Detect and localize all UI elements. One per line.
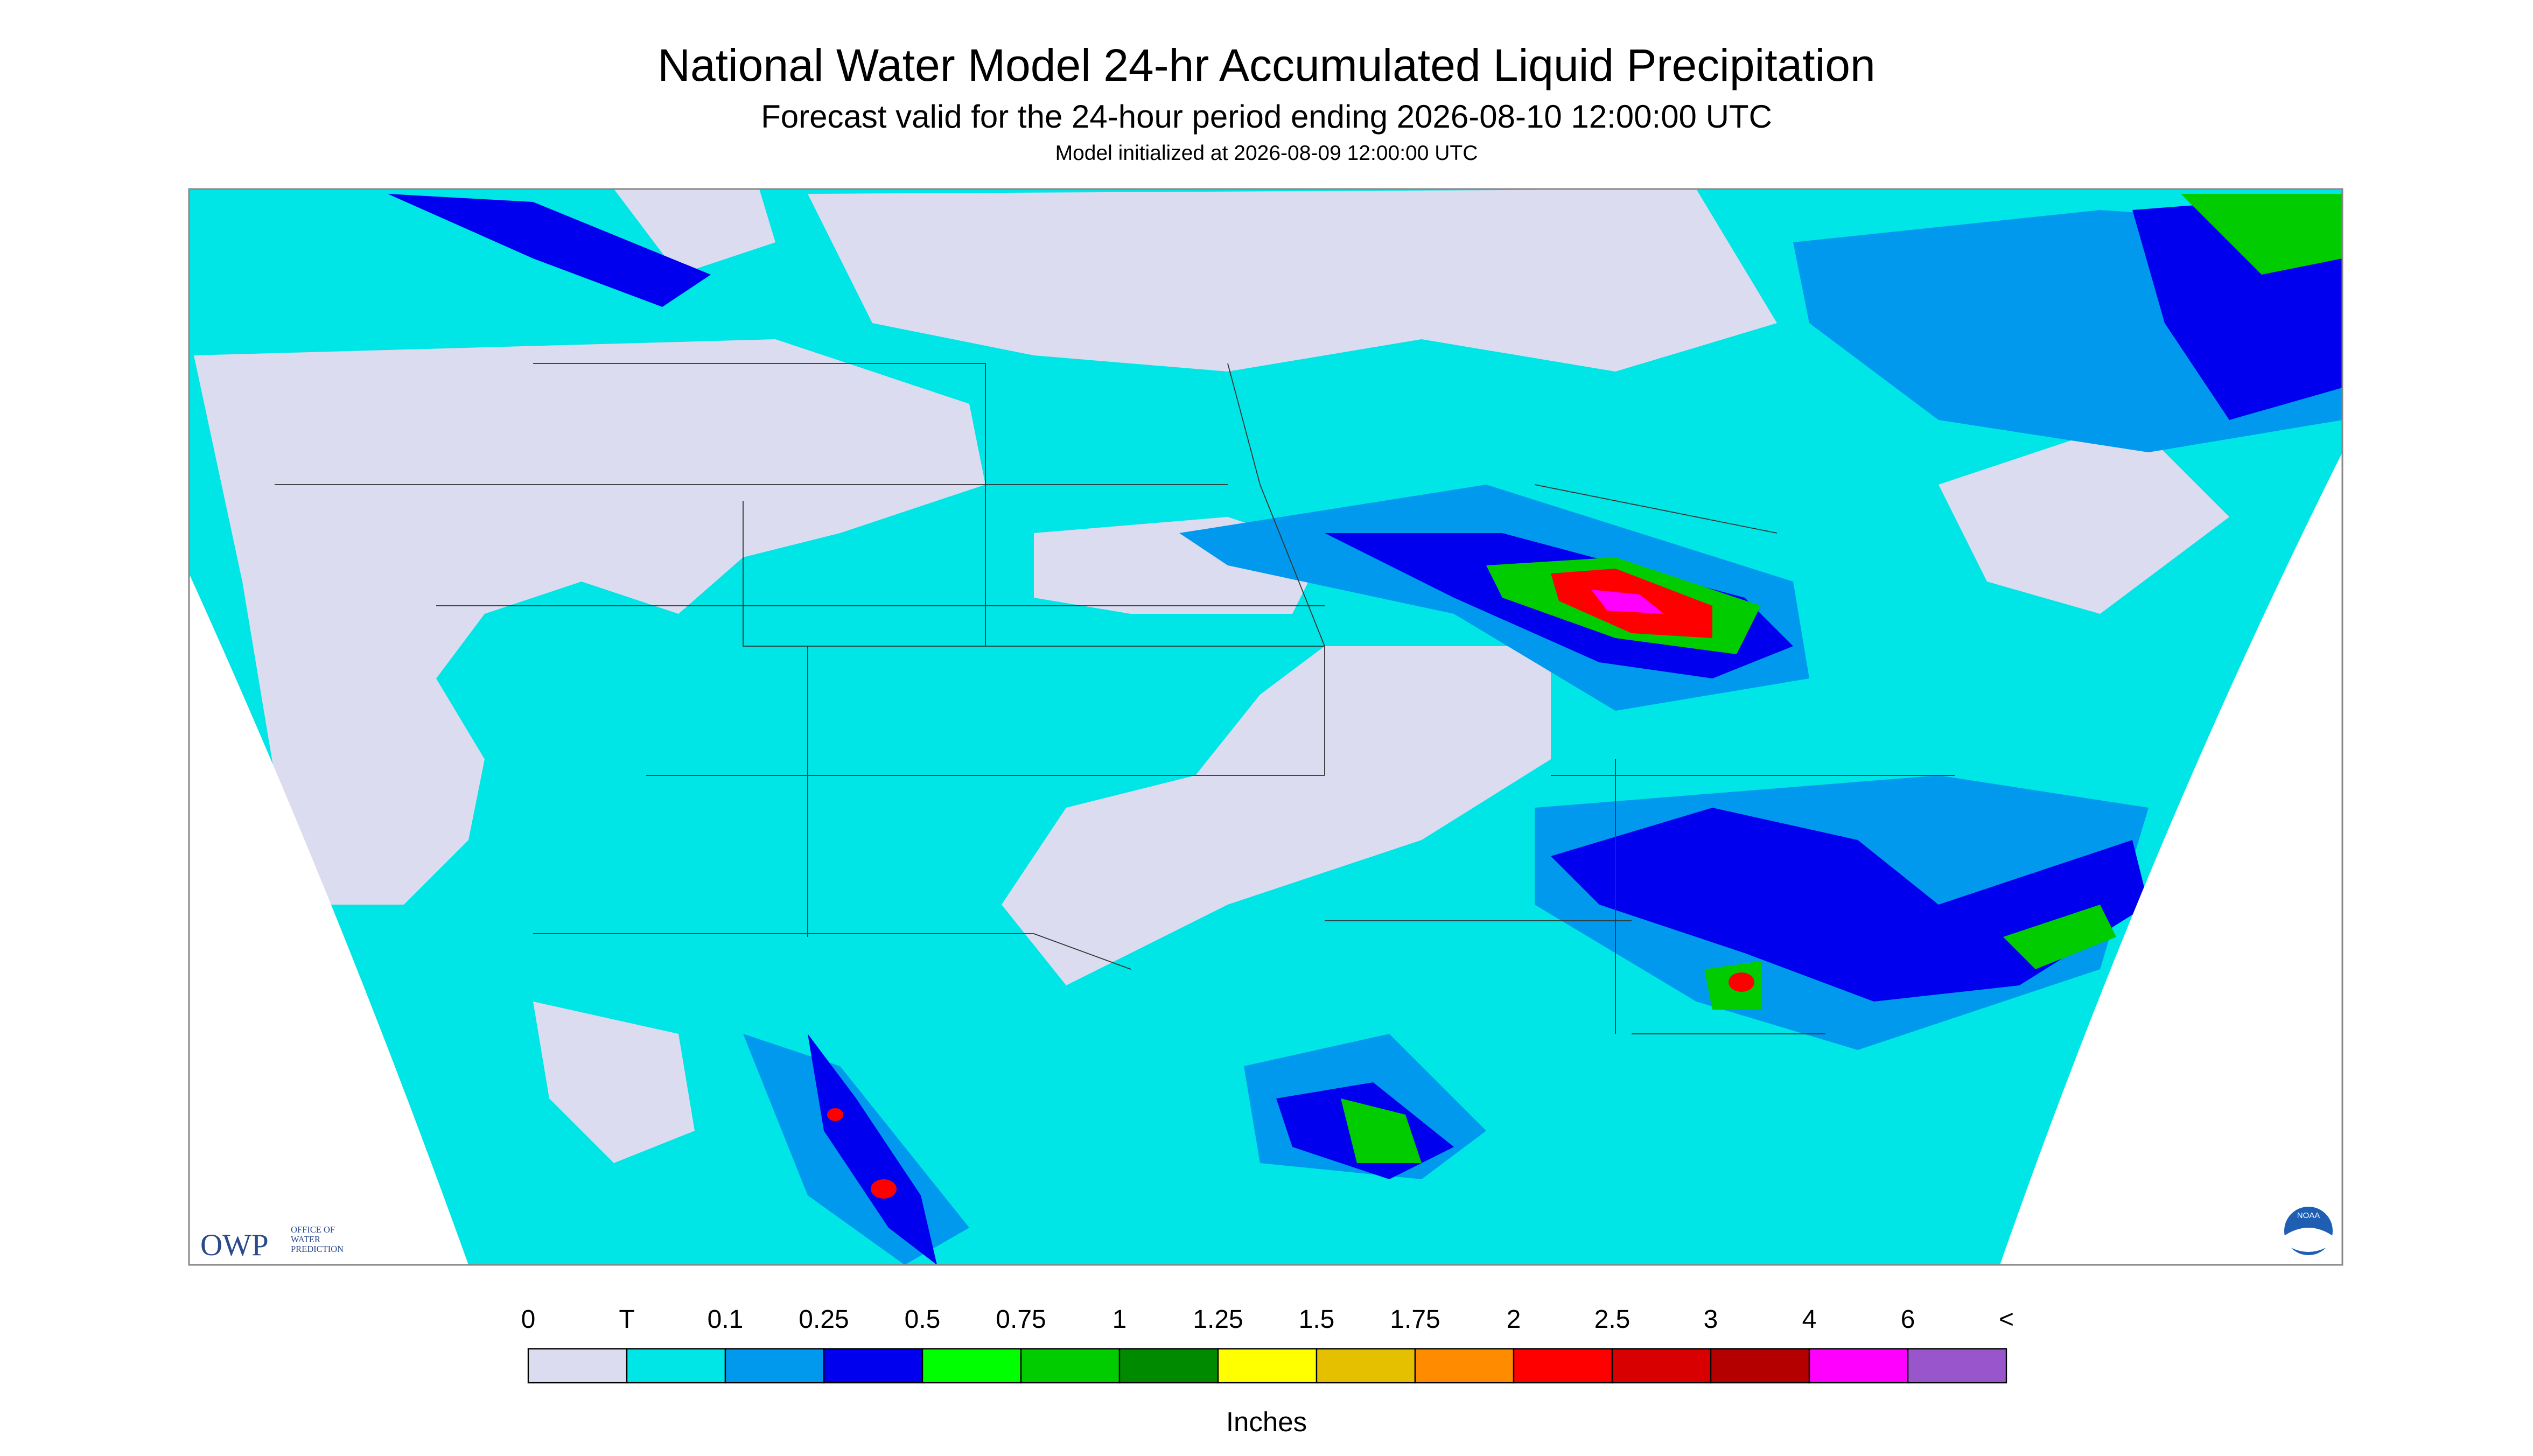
legend-swatch [1808, 1348, 1909, 1384]
map-frame [188, 188, 2343, 1266]
legend-label: 3 [1704, 1305, 1718, 1334]
legend-swatch [1611, 1348, 1712, 1384]
legend-label: 2.5 [1594, 1305, 1631, 1334]
legend-label: 0 [521, 1305, 536, 1334]
legend-label: 1.75 [1390, 1305, 1440, 1334]
legend-label: < [1999, 1305, 2014, 1334]
legend-swatch [1414, 1348, 1515, 1384]
legend: 0 T 0.1 0.25 0.5 0.75 1 1.25 1.5 1.75 2 2.5 3 4 6 < [521, 1305, 2014, 1384]
legend-label: 4 [1802, 1305, 1817, 1334]
no-precip-areas [194, 189, 2342, 1164]
legend-label: 1.25 [1193, 1305, 1243, 1334]
init-note: Model initialized at 2026-08-09 12:00:00… [1055, 142, 1478, 165]
legend-unit: Inches [1226, 1406, 1307, 1437]
legend-label: 1 [1112, 1305, 1127, 1334]
legend-label: 0.1 [708, 1305, 744, 1334]
legend-label: 1.5 [1299, 1305, 1335, 1334]
legend-swatch [1217, 1348, 1318, 1384]
legend-swatch [1710, 1348, 1810, 1384]
legend-swatch [1513, 1348, 1613, 1384]
outside-domain [189, 452, 2342, 1265]
legend-swatch [1316, 1348, 1416, 1384]
legend-label: 2 [1507, 1305, 1521, 1334]
owp-logo-line: OFFICE OF [291, 1224, 335, 1235]
legend-label: 6 [1901, 1305, 1915, 1334]
legend-label: 0.5 [905, 1305, 941, 1334]
title: National Water Model 24-hr Accumulated L… [657, 40, 1875, 90]
legend-swatch [921, 1348, 1022, 1384]
legend-swatch [626, 1348, 726, 1384]
owp-logo-line: WATER [291, 1234, 320, 1244]
legend-swatch [527, 1348, 628, 1384]
legend-label: T [619, 1305, 634, 1334]
precip-map [189, 189, 2342, 1265]
boundaries [275, 363, 1955, 1034]
legend-label: 0.75 [996, 1305, 1046, 1334]
subtitle: Forecast valid for the 24-hour period en… [761, 99, 1772, 135]
legend-label: 0.25 [799, 1305, 849, 1334]
legend-swatch [823, 1348, 923, 1384]
legend-swatch [724, 1348, 825, 1384]
intense-precip [827, 569, 1754, 1199]
legend-swatch [1118, 1348, 1219, 1384]
noaa-label: NOAA [2297, 1211, 2320, 1220]
legend-swatch [1020, 1348, 1121, 1384]
owp-logo-line: PREDICTION [291, 1244, 344, 1254]
owp-logo: OWP [200, 1228, 269, 1262]
legend-swatch [1907, 1348, 2007, 1384]
